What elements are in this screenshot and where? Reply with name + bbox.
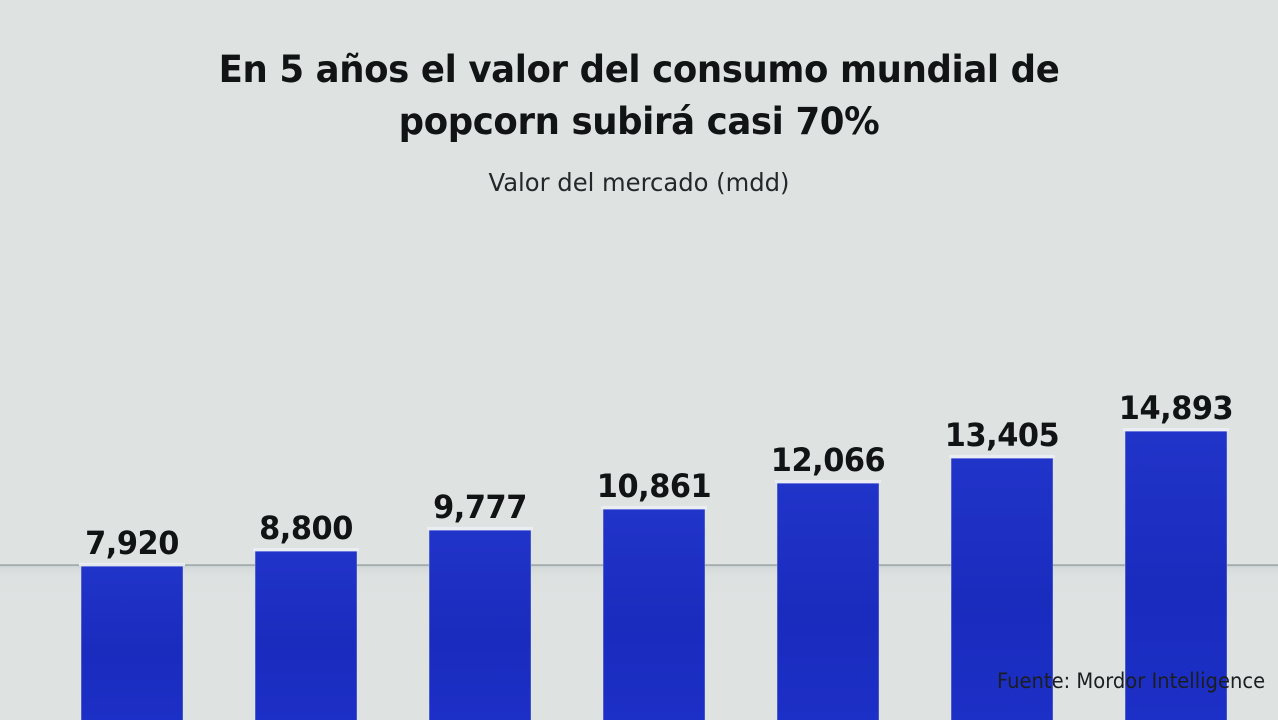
table-row[interactable] [1123,428,1229,720]
bar-value-label: 12,066 [770,441,886,479]
bar-group-2028: 13,405 2028 [945,155,1060,720]
chart-title-line-2: popcorn subirá casi 70% [398,100,880,143]
bar-group-2025: 9,777 2025 [427,155,533,720]
table-row[interactable] [949,455,1055,720]
bar-value-label: 10,861 [596,467,712,505]
table-row[interactable] [775,480,881,720]
bar-value-label: 9,777 [433,488,527,526]
bar-value-label: 8,800 [259,509,353,547]
bar-group-2024: 8,800 2024 [253,155,359,720]
bar-value-label: 13,405 [944,416,1060,454]
bar-value-label: 14,893 [1118,389,1234,427]
bar-group-2023: 7,920 2023 [79,155,185,720]
chart-subtitle: Valor del mercado (mdd) [488,168,790,197]
table-row[interactable] [601,506,707,720]
table-row[interactable] [427,527,533,720]
source-attribution: Fuente: Mordor Intelligence [997,669,1266,693]
table-row[interactable] [253,548,359,720]
bar-group-2027: 12,066 2027 [771,155,886,720]
bar-group-2029: 14,893 2029 [1119,155,1234,720]
page-title: En 5 años el valor del consumo mundial d… [207,44,1071,148]
chart-header: En 5 años el valor del consumo mundial d… [0,44,1278,200]
bar-group-2026: 10,861 2026 [597,155,712,720]
table-row[interactable] [79,563,185,720]
chart-title-line-1: En 5 años el valor del consumo mundial d… [218,48,1060,91]
bar-value-label: 7,920 [85,524,179,562]
